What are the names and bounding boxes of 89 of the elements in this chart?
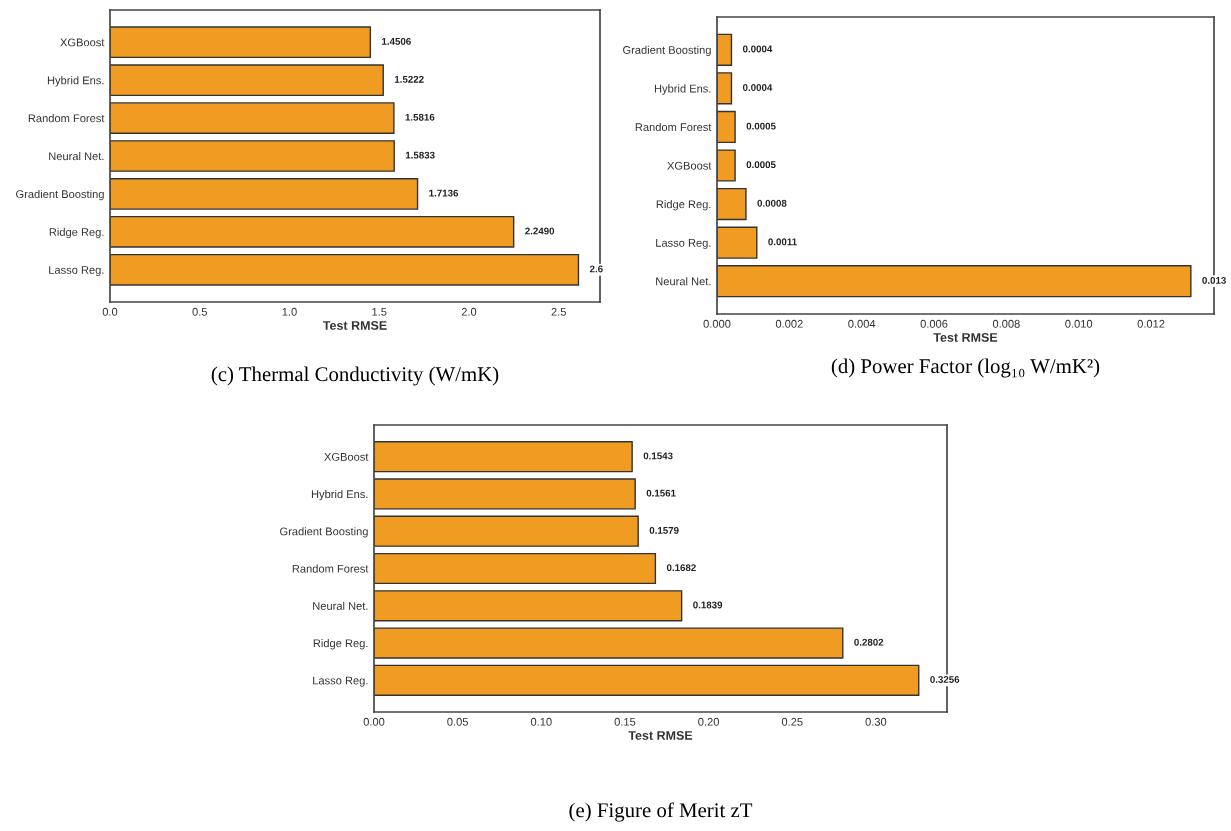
bar — [110, 253, 580, 286]
data-label: 0.0005 — [746, 161, 776, 169]
x-tick-label: 0.002 — [775, 319, 803, 328]
x-tick-label: 2.5 — [551, 307, 566, 316]
bar — [374, 552, 657, 585]
x-tick-label: 0.20 — [698, 717, 719, 726]
x-tick-label: 0.010 — [1065, 319, 1093, 328]
y-tick-label: Neural Net. — [313, 601, 368, 610]
data-label: 0.0011 — [768, 238, 797, 246]
data-label: 0.1579 — [649, 526, 679, 534]
y-tick-label: Random Forest — [635, 122, 712, 132]
bar — [717, 110, 736, 144]
x-tick-label: 0.012 — [1137, 319, 1165, 328]
x-tick-label: 0.00 — [363, 717, 385, 726]
y-tick-label: XGBoost — [60, 38, 105, 47]
bar — [717, 187, 747, 221]
y-tick-label: Ridge Reg. — [656, 200, 711, 211]
y-tick-label: Lasso Reg. — [49, 266, 104, 277]
data-label: 0.2802 — [854, 638, 884, 646]
data-label: 0.0004 — [742, 84, 773, 91]
text: (d) Power Factor (log₁₀ W/mK²) — [831, 358, 1100, 378]
y-tick-label: Gradient Boosting — [280, 527, 368, 538]
y-tick-label: XGBoost — [667, 161, 712, 170]
data-label: 1.4506 — [382, 37, 411, 45]
x-axis-title: Test RMSE — [322, 321, 387, 330]
x-tick-label: 0.006 — [920, 319, 948, 328]
bar — [110, 140, 395, 172]
data-label: 2.6 — [589, 265, 603, 273]
bar — [374, 441, 633, 473]
x-tick-label: 0.008 — [992, 319, 1020, 328]
x-tick-label: 0.15 — [614, 717, 636, 726]
text: (c) Thermal Conductivity (W/mK) — [211, 366, 499, 386]
bar — [717, 149, 736, 182]
data-label: 0.013 — [1202, 276, 1226, 284]
x-tick-label: 2.0 — [461, 307, 477, 316]
data-label: 1.5833 — [405, 151, 435, 159]
bar — [717, 72, 733, 105]
x-tick-label: 1.0 — [282, 307, 297, 316]
data-label: 0.1839 — [693, 601, 723, 609]
x-tick-label: 0.25 — [781, 717, 803, 726]
y-tick-label: Lasso Reg. — [313, 676, 368, 687]
data-label: 1.5222 — [394, 75, 424, 83]
bar — [110, 102, 395, 134]
y-tick-label: Ridge Reg. — [313, 639, 368, 650]
x-axis-title: Test RMSE — [933, 333, 998, 342]
x-tick-label: 0.0 — [102, 307, 118, 316]
bar — [374, 627, 844, 659]
bar — [717, 226, 758, 259]
x-tick-label: 0.004 — [848, 319, 876, 328]
y-tick-label: Hybrid Ens. — [654, 84, 711, 95]
bar — [717, 33, 733, 66]
text: (e) Figure of Merit zT — [569, 802, 753, 822]
data-label: 1.7136 — [429, 189, 459, 197]
data-label: 0.0008 — [757, 199, 787, 207]
x-tick-label: 0.5 — [192, 307, 207, 316]
bar — [110, 178, 419, 210]
y-tick-label: Gradient Boosting — [623, 45, 711, 57]
bar — [110, 26, 372, 59]
y-tick-label: Hybrid Ens. — [311, 489, 368, 501]
x-tick-label: 0.000 — [703, 319, 731, 328]
y-tick-label: Neural Net. — [49, 151, 104, 161]
bar — [374, 664, 920, 696]
x-tick-label: 0.05 — [447, 717, 468, 726]
y-tick-label: XGBoost — [324, 452, 369, 461]
x-tick-label: 0.30 — [865, 717, 887, 726]
y-tick-label: Ridge Reg. — [49, 227, 104, 239]
data-label: 0.1682 — [666, 564, 696, 572]
bar — [374, 590, 683, 622]
x-tick-label: 0.10 — [530, 717, 552, 726]
x-axis-title: Test RMSE — [628, 731, 693, 740]
bar — [110, 215, 515, 248]
data-label: 0.3256 — [930, 676, 960, 683]
y-tick-label: Hybrid Ens. — [47, 76, 104, 87]
y-tick-label: Random Forest — [28, 114, 105, 123]
bar — [374, 515, 639, 547]
data-label: 0.1561 — [646, 489, 676, 497]
data-label: 0.0005 — [746, 122, 776, 130]
bar — [374, 478, 636, 510]
data-label: 0.0004 — [742, 45, 773, 53]
y-tick-label: Lasso Reg. — [656, 239, 711, 249]
y-tick-label: Random Forest — [292, 564, 369, 573]
bar — [717, 265, 1192, 298]
y-tick-label: Gradient Boosting — [16, 189, 104, 201]
data-label: 1.5816 — [405, 113, 435, 121]
bar — [110, 64, 384, 97]
data-label: 2.2490 — [525, 227, 555, 235]
data-label: 0.1543 — [643, 452, 673, 460]
y-tick-label: Neural Net. — [656, 277, 711, 286]
x-tick-label: 1.5 — [372, 307, 387, 316]
